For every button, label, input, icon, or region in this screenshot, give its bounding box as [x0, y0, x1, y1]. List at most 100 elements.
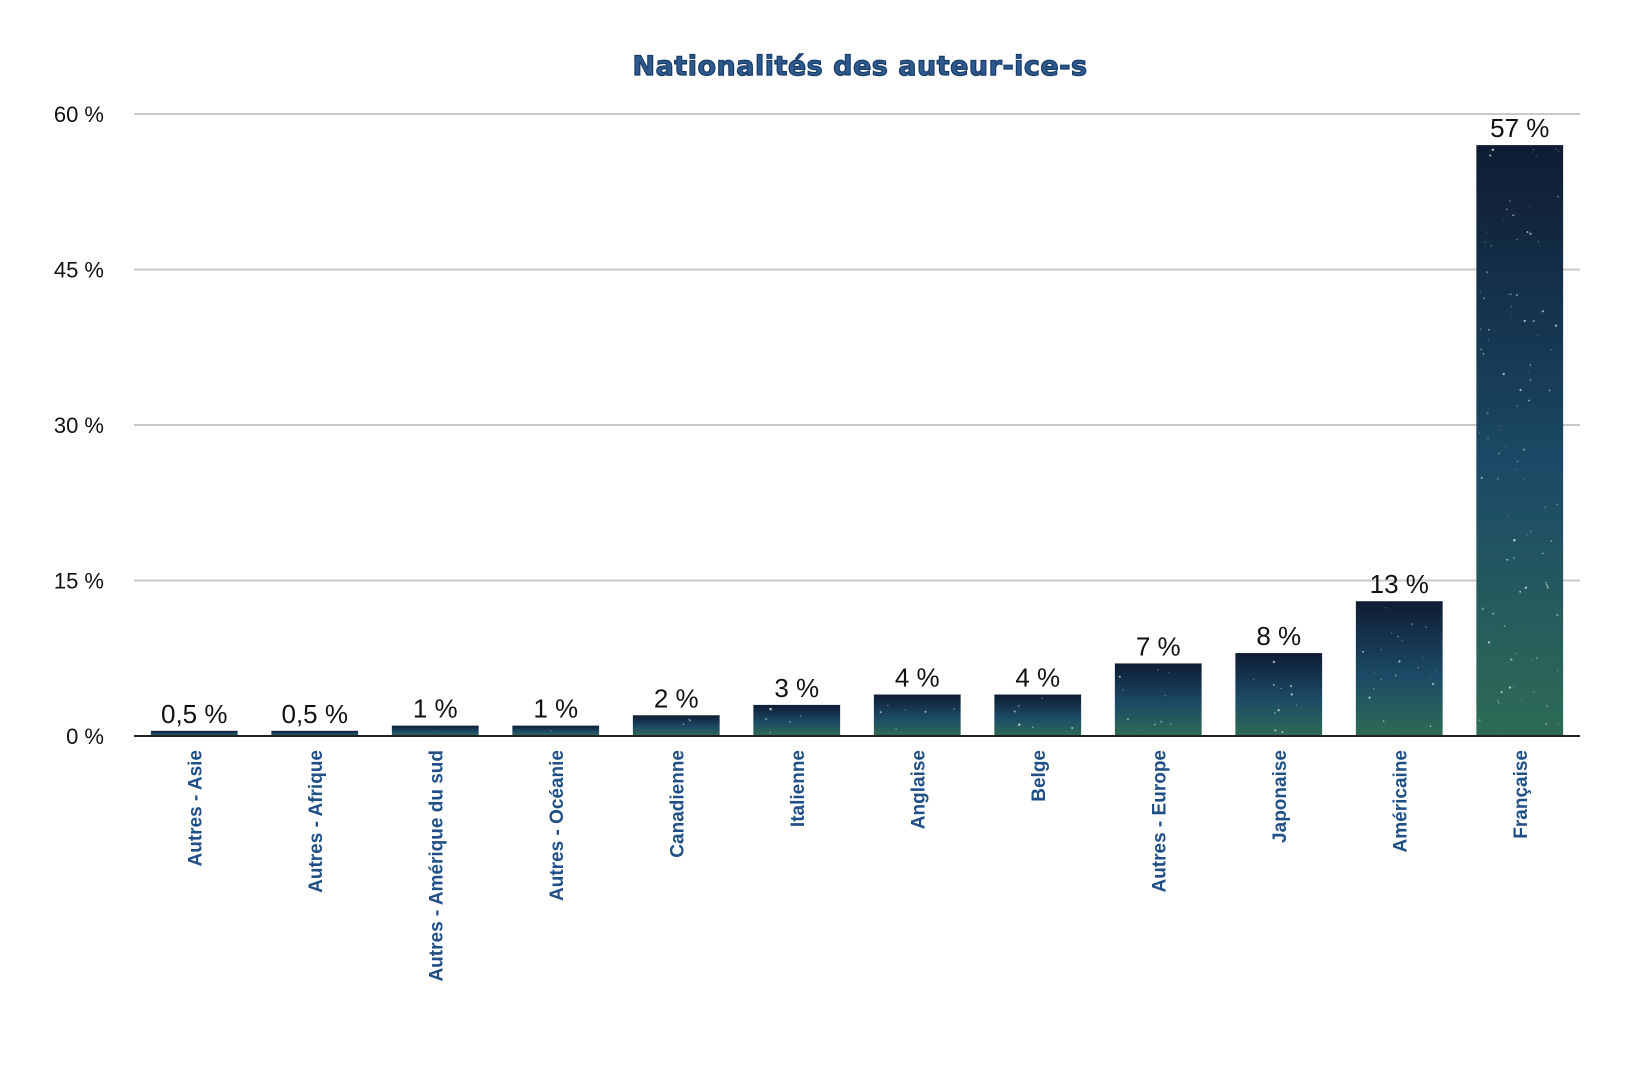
star-speck — [1506, 516, 1508, 518]
star-speck — [1478, 719, 1481, 722]
star-speck — [1510, 305, 1513, 308]
star-speck — [1557, 722, 1559, 725]
bar — [512, 725, 600, 736]
bar — [1235, 653, 1323, 736]
x-tick-label: Autres - Afrique — [306, 750, 327, 893]
star-speck — [1537, 334, 1539, 336]
star-speck — [1545, 722, 1548, 725]
star-speck — [1484, 242, 1486, 244]
data-label: 0,5 % — [282, 699, 349, 729]
x-tick-label: Anglaise — [908, 750, 929, 829]
star-speck — [1479, 328, 1482, 331]
star-speck — [1425, 626, 1427, 628]
x-tick-label: Autres - Europe — [1149, 750, 1170, 893]
data-label: 1 % — [413, 694, 458, 724]
star-speck — [1487, 641, 1491, 644]
star-speck — [1131, 668, 1132, 670]
x-tick-label: Japonaise — [1270, 750, 1291, 843]
star-speck — [433, 730, 435, 732]
star-speck — [1545, 581, 1547, 584]
y-axis-ticks: 0 % 15 % 30 % 45 % 60 % — [54, 102, 104, 749]
star-speck — [1139, 729, 1140, 731]
x-tick-label: Française — [1511, 750, 1532, 839]
star-speck — [1498, 430, 1500, 432]
star-speck — [1541, 310, 1544, 313]
gridlines — [134, 113, 1580, 582]
star-speck — [1429, 725, 1432, 728]
star-speck — [1557, 150, 1559, 152]
star-speck — [1550, 348, 1552, 351]
star-speck — [1478, 432, 1481, 434]
data-label: 3 % — [774, 673, 819, 703]
data-label: 0,5 % — [161, 699, 228, 729]
data-label: 1 % — [533, 694, 578, 724]
star-speck — [1373, 688, 1375, 690]
star-speck — [1510, 658, 1513, 661]
star-speck — [1505, 446, 1507, 448]
x-tick-label: Canadienne — [667, 750, 688, 858]
star-speck — [1506, 558, 1509, 561]
x-tick-label: Belge — [1029, 750, 1050, 802]
star-speck — [1481, 607, 1485, 610]
star-speck — [800, 715, 802, 717]
star-speck — [1252, 679, 1254, 680]
star-speck — [1530, 530, 1532, 532]
star-speck — [1167, 671, 1170, 673]
star-speck — [1544, 506, 1547, 509]
star-speck — [1526, 230, 1529, 233]
star-speck — [1509, 200, 1511, 202]
star-speck — [1491, 148, 1495, 151]
star-speck — [879, 711, 882, 714]
star-speck — [1538, 241, 1540, 243]
data-label: 13 % — [1370, 569, 1429, 599]
star-speck — [1295, 704, 1297, 706]
star-speck — [1480, 348, 1483, 351]
star-speck — [769, 707, 772, 711]
star-speck — [1514, 652, 1517, 655]
star-speck — [1497, 700, 1499, 702]
star-speck — [1032, 726, 1034, 729]
star-speck — [1529, 378, 1532, 382]
star-speck — [1385, 607, 1387, 609]
star-speck — [1394, 674, 1397, 677]
bar-texture — [433, 148, 1560, 734]
star-speck — [1122, 689, 1124, 691]
bar — [271, 730, 359, 736]
star-speck — [1511, 313, 1512, 315]
star-speck — [1515, 293, 1519, 297]
star-speck — [1126, 718, 1130, 721]
star-speck — [1482, 353, 1485, 355]
data-labels: 0,5 % 0,5 % 1 % 1 % 2 % 3 % 4 % 4 % 7 % 8 % 13 % 57… — [161, 113, 1549, 729]
bar — [1114, 663, 1202, 736]
star-speck — [1486, 412, 1489, 415]
star-speck — [1515, 238, 1518, 241]
x-tick-label: Autres - Amérique du sud — [426, 750, 447, 982]
star-speck — [1514, 469, 1516, 470]
star-speck — [1160, 720, 1163, 723]
star-speck — [1548, 389, 1551, 392]
bar — [150, 730, 238, 736]
star-speck — [1513, 686, 1515, 688]
star-speck — [1157, 669, 1159, 671]
y-tick-label: 0 % — [66, 724, 104, 749]
star-speck — [1529, 364, 1531, 366]
star-speck — [1532, 320, 1535, 323]
star-speck — [1550, 540, 1553, 542]
star-speck — [1486, 271, 1489, 274]
star-speck — [1490, 245, 1493, 247]
bar — [1355, 601, 1443, 736]
star-speck — [1488, 329, 1490, 331]
star-speck — [1479, 291, 1481, 293]
star-speck — [1489, 154, 1492, 157]
x-tick-label: Autres - Océanie — [547, 750, 568, 901]
star-speck — [1516, 460, 1519, 463]
star-speck — [1153, 723, 1156, 726]
star-speck — [1531, 152, 1533, 154]
data-label: 4 % — [1015, 663, 1060, 693]
star-speck — [1533, 691, 1535, 693]
star-speck — [1170, 723, 1172, 725]
bars — [150, 145, 1564, 737]
star-speck — [1487, 339, 1489, 341]
